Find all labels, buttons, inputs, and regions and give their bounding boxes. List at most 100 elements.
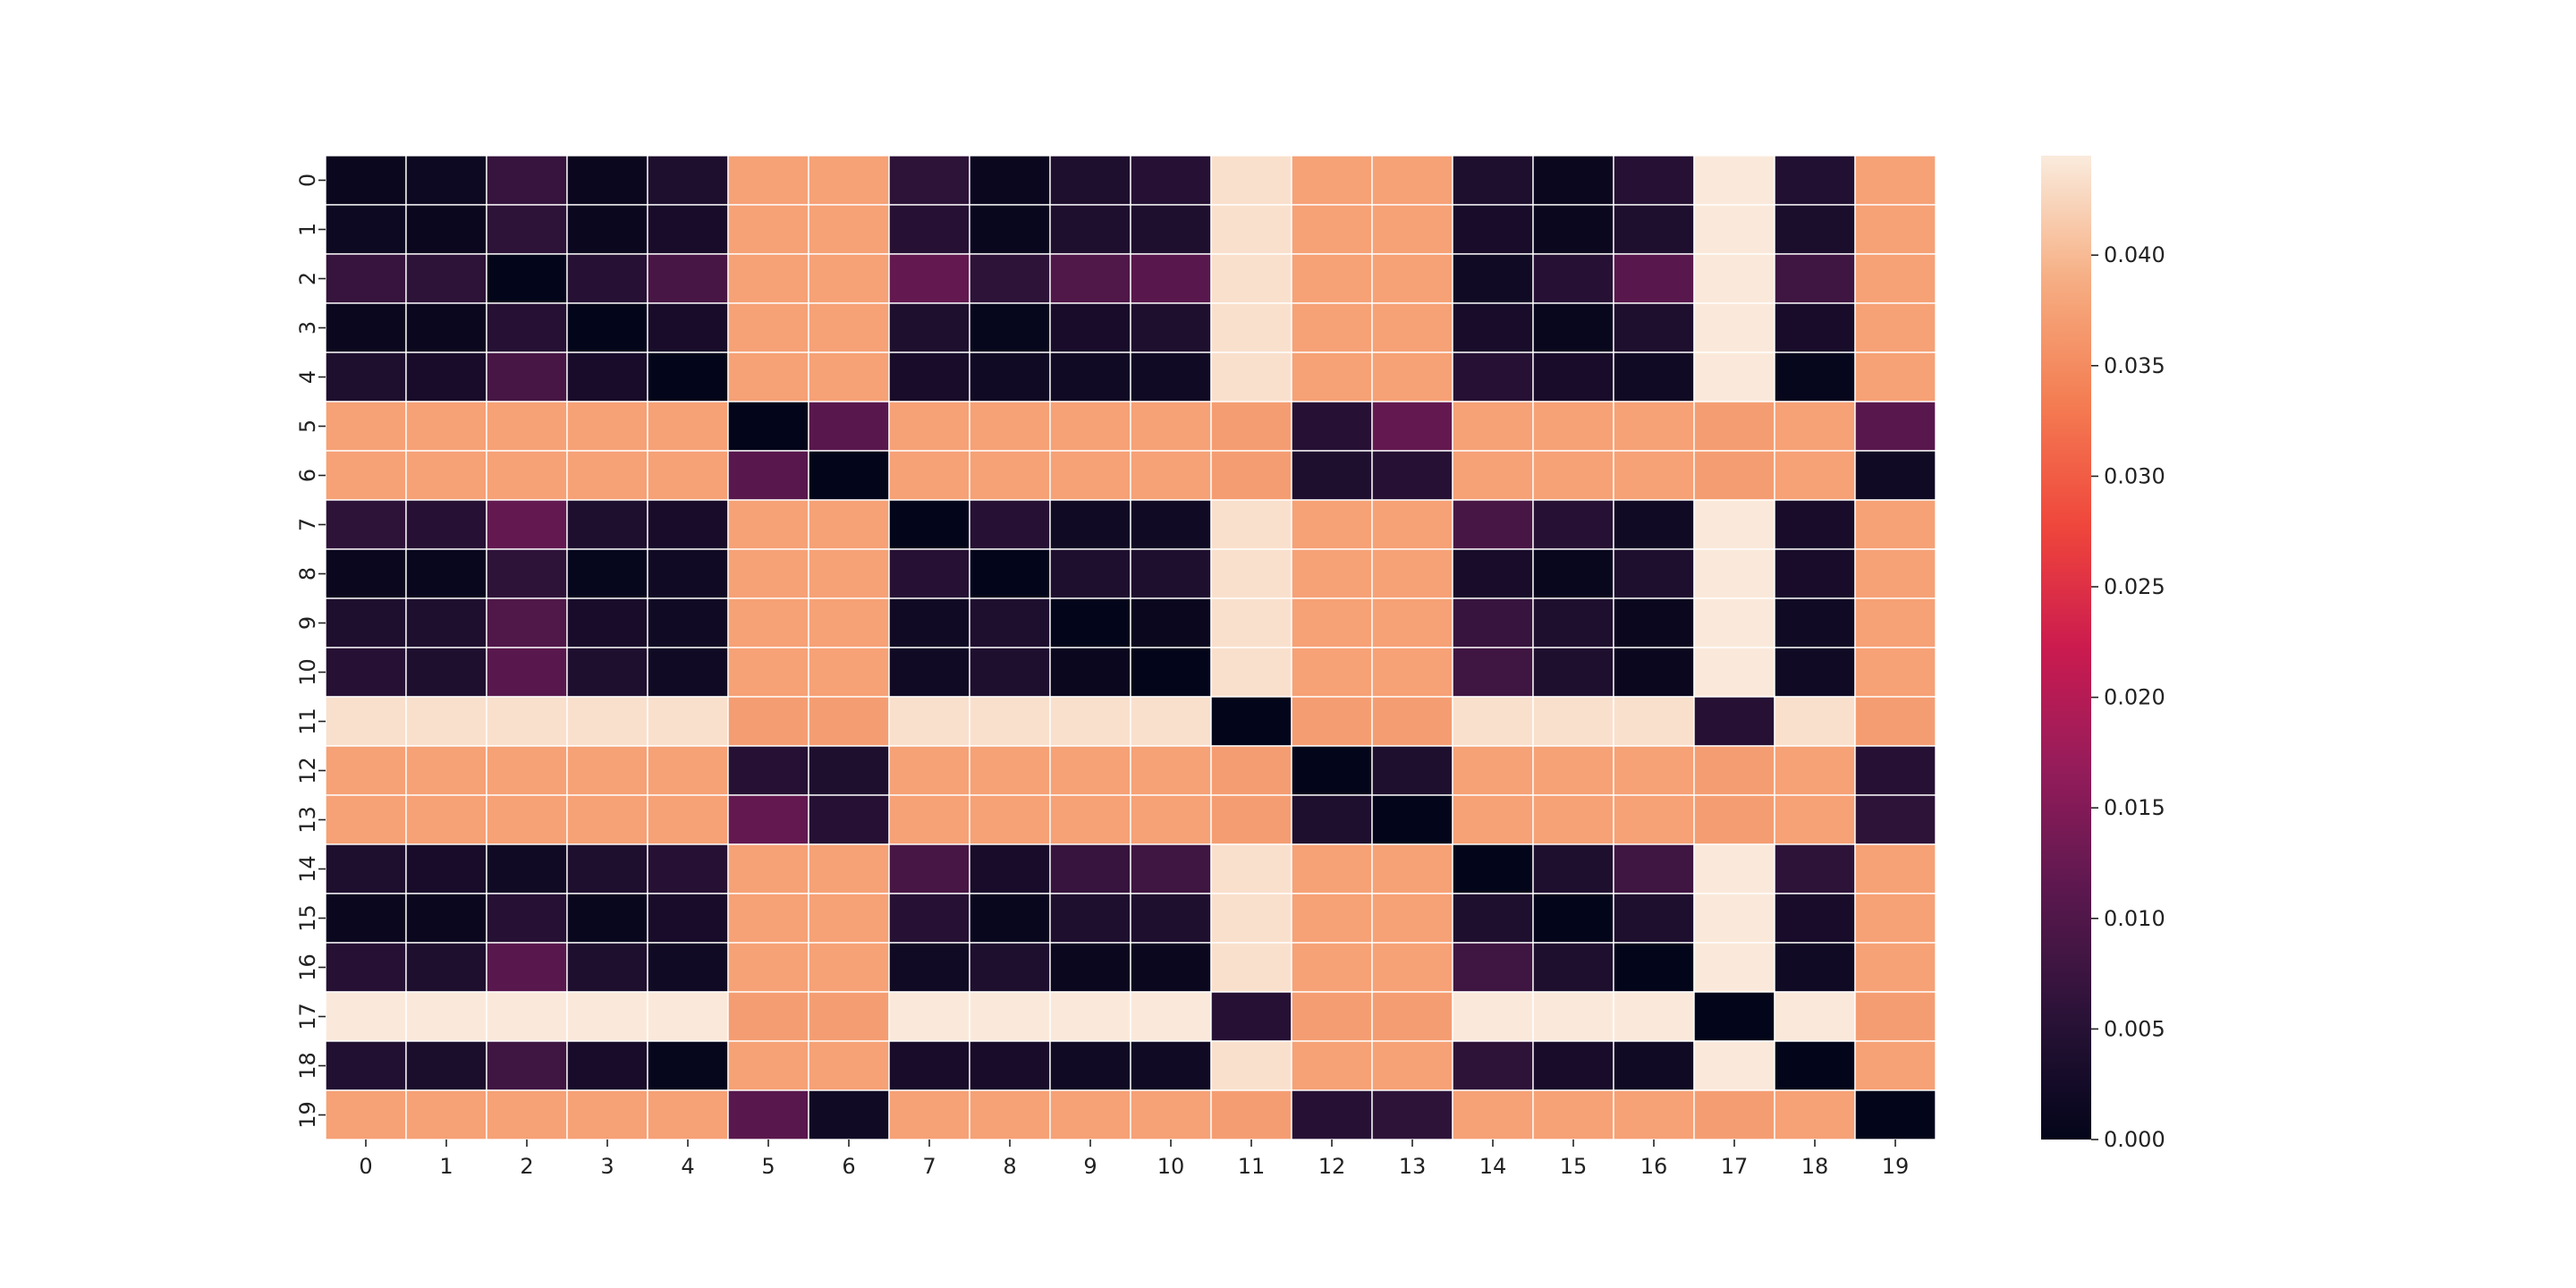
heatmap-cell-r5-c19 — [1854, 401, 1936, 452]
heatmap-cell-r6-c3 — [566, 450, 648, 501]
heatmap-cell-r18-c16 — [1613, 1040, 1695, 1091]
heatmap-cell-r17-c19 — [1854, 991, 1936, 1042]
heatmap-cell-r2-c11 — [1210, 253, 1292, 304]
heatmap-cell-r15-c19 — [1854, 893, 1936, 944]
heatmap-cell-r12-c2 — [486, 745, 568, 796]
heatmap-cell-r8-c19 — [1854, 548, 1936, 599]
heatmap-cell-r3-c7 — [888, 302, 970, 353]
heatmap-cell-r5-c12 — [1291, 401, 1373, 452]
heatmap-cell-r8-c16 — [1613, 548, 1695, 599]
heatmap-cell-r0-c12 — [1291, 155, 1373, 206]
colorbar-tick-label: 0.015 — [2104, 795, 2165, 820]
heatmap-cell-r13-c11 — [1210, 794, 1292, 845]
heatmap-cell-r8-c7 — [888, 548, 970, 599]
heatmap-cell-r19-c13 — [1371, 1089, 1453, 1140]
heatmap-cell-r3-c15 — [1532, 302, 1614, 353]
heatmap-cell-r17-c14 — [1452, 991, 1534, 1042]
heatmap-cell-r10-c3 — [566, 647, 648, 698]
heatmap-cell-r19-c0 — [325, 1089, 407, 1140]
heatmap-cell-r14-c16 — [1613, 843, 1695, 894]
heatmap-cell-r6-c18 — [1774, 450, 1856, 501]
heatmap-cell-r10-c6 — [808, 647, 890, 698]
heatmap-cell-r15-c14 — [1452, 893, 1534, 944]
heatmap-cell-r15-c12 — [1291, 893, 1373, 944]
x-axis-ticks: 0 1 2 3 4 5 6 7 8 9 10 11 12 13 14 15 16 17 18 19 — [359, 1140, 1909, 1179]
heatmap-cell-r2-c19 — [1854, 253, 1936, 304]
heatmap-cell-r7-c5 — [727, 499, 809, 550]
heatmap-cell-r13-c18 — [1774, 794, 1856, 845]
x-tick-label: 13 — [1399, 1154, 1427, 1179]
heatmap-cell-r13-c16 — [1613, 794, 1695, 845]
heatmap-cell-r6-c6 — [808, 450, 890, 501]
heatmap-cell-r2-c6 — [808, 253, 890, 304]
heatmap-cell-r16-c8 — [969, 942, 1051, 993]
heatmap-cell-r9-c14 — [1452, 597, 1534, 648]
heatmap-cell-r17-c18 — [1774, 991, 1856, 1042]
heatmap-cell-r13-c15 — [1532, 794, 1614, 845]
heatmap-cell-r18-c8 — [969, 1040, 1051, 1091]
heatmap-cell-r17-c7 — [888, 991, 970, 1042]
heatmap-cell-r16-c13 — [1371, 942, 1453, 993]
heatmap-cell-r2-c18 — [1774, 253, 1856, 304]
heatmap-cell-r3-c11 — [1210, 302, 1292, 353]
y-tick-label: 14 — [295, 855, 320, 883]
heatmap-cell-r3-c18 — [1774, 302, 1856, 353]
heatmap-cell-r6-c14 — [1452, 450, 1534, 501]
heatmap-cell-r13-c14 — [1452, 794, 1534, 845]
heatmap-cell-r4-c11 — [1210, 352, 1292, 402]
heatmap-cell-r19-c19 — [1854, 1089, 1936, 1140]
colorbar-tick-label: 0.005 — [2104, 1016, 2165, 1041]
heatmap-cell-r12-c9 — [1049, 745, 1131, 796]
heatmap-cell-r14-c5 — [727, 843, 809, 894]
heatmap-cell-r4-c8 — [969, 352, 1051, 402]
heatmap-cell-r13-c17 — [1693, 794, 1775, 845]
heatmap-cell-r15-c13 — [1371, 893, 1453, 944]
heatmap-cell-r1-c2 — [486, 204, 568, 255]
heatmap-cell-r19-c14 — [1452, 1089, 1534, 1140]
heatmap-cell-r5-c18 — [1774, 401, 1856, 452]
heatmap-cell-r18-c7 — [888, 1040, 970, 1091]
y-tick-label: 12 — [295, 757, 320, 784]
heatmap-cell-r11-c11 — [1210, 696, 1292, 747]
heatmap-cell-r18-c9 — [1049, 1040, 1131, 1091]
heatmap-cell-r1-c14 — [1452, 204, 1534, 255]
heatmap-cell-r18-c2 — [486, 1040, 568, 1091]
heatmap-cell-r13-c4 — [647, 794, 729, 845]
heatmap-cell-r13-c7 — [888, 794, 970, 845]
heatmap-cell-r10-c17 — [1693, 647, 1775, 698]
heatmap-cell-r17-c4 — [647, 991, 729, 1042]
heatmap-cell-r11-c19 — [1854, 696, 1936, 747]
x-tick-label: 11 — [1238, 1154, 1266, 1179]
x-tick-label: 6 — [842, 1154, 855, 1179]
heatmap-cell-r9-c3 — [566, 597, 648, 648]
y-tick-label: 17 — [295, 1003, 320, 1030]
colorbar-tick-label: 0.000 — [2104, 1127, 2165, 1152]
heatmap-cell-r18-c17 — [1693, 1040, 1775, 1091]
heatmap-cell-r9-c10 — [1130, 597, 1212, 648]
heatmap-cell-r3-c0 — [325, 302, 407, 353]
heatmap-cell-r11-c17 — [1693, 696, 1775, 747]
heatmap-cell-r0-c15 — [1532, 155, 1614, 206]
y-tick-label: 13 — [295, 806, 320, 834]
heatmap-cell-r16-c5 — [727, 942, 809, 993]
heatmap-cell-r8-c1 — [405, 548, 487, 599]
heatmap-cell-r7-c3 — [566, 499, 648, 550]
heatmap-cell-r3-c9 — [1049, 302, 1131, 353]
heatmap-cell-r7-c14 — [1452, 499, 1534, 550]
heatmap-cell-r17-c5 — [727, 991, 809, 1042]
heatmap-cell-r13-c6 — [808, 794, 890, 845]
heatmap-cell-r9-c6 — [808, 597, 890, 648]
heatmap-cell-r2-c8 — [969, 253, 1051, 304]
heatmap-cell-r0-c4 — [647, 155, 729, 206]
heatmap-cell-r14-c12 — [1291, 843, 1373, 894]
heatmap-cell-r11-c12 — [1291, 696, 1373, 747]
heatmap-cell-r0-c14 — [1452, 155, 1534, 206]
heatmap-cell-r0-c5 — [727, 155, 809, 206]
heatmap-cell-r3-c14 — [1452, 302, 1534, 353]
heatmap-cell-r13-c1 — [405, 794, 487, 845]
heatmap-cell-r8-c0 — [325, 548, 407, 599]
heatmap-cell-r2-c15 — [1532, 253, 1614, 304]
heatmap-cell-r12-c16 — [1613, 745, 1695, 796]
heatmap-cell-r7-c11 — [1210, 499, 1292, 550]
